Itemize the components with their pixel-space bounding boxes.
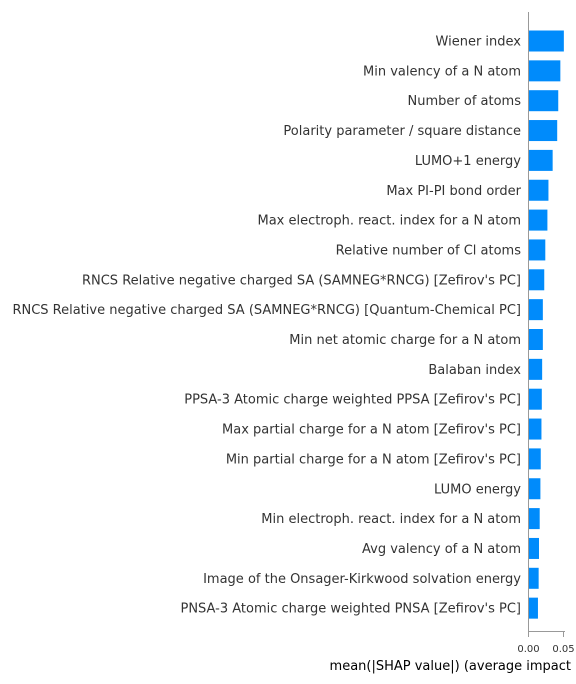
category-label: RNCS Relative negative charged SA (SAMNE… xyxy=(82,273,521,288)
category-label: LUMO+1 energy xyxy=(415,154,521,169)
category-label: Max PI-PI bond order xyxy=(386,184,521,199)
bar-9 xyxy=(528,269,545,291)
bar-1 xyxy=(528,30,564,52)
category-label: LUMO energy xyxy=(434,482,521,497)
bar-6 xyxy=(528,179,549,201)
category-label: Min valency of a N atom xyxy=(363,64,521,79)
category-label: Balaban index xyxy=(428,363,521,378)
bar-7 xyxy=(528,209,548,231)
bar-18 xyxy=(528,537,539,559)
category-labels-group: Wiener index Min valency of a N atom Numbe… xyxy=(12,35,521,617)
category-label: Avg valency of a N atom xyxy=(362,542,521,557)
category-label: PPSA-3 Atomic charge weighted PPSA [Zefi… xyxy=(184,393,521,408)
bar-14 xyxy=(528,418,542,440)
category-label: Wiener index xyxy=(436,35,522,50)
bar-2 xyxy=(528,60,561,82)
bar-12 xyxy=(528,358,543,380)
bar-17 xyxy=(528,508,540,530)
category-label: Max partial charge for a N atom [Zefirov… xyxy=(222,423,521,438)
bar-11 xyxy=(528,329,543,350)
bar-16 xyxy=(528,478,541,500)
x-tick-label: 0.00 xyxy=(517,644,539,655)
category-label: RNCS Relative negative charged SA (SAMNE… xyxy=(12,303,521,318)
x-ticks-group: 0.00 0.05 xyxy=(517,632,575,655)
x-tick-label: 0.05 xyxy=(552,644,574,655)
category-label: Min partial charge for a N atom [Zefirov… xyxy=(226,452,521,467)
category-label: Min electroph. react. index for a N atom xyxy=(261,512,521,527)
bar-20 xyxy=(528,597,538,619)
category-label: Relative number of Cl atoms xyxy=(336,243,522,258)
bar-10 xyxy=(528,299,543,321)
bar-5 xyxy=(528,149,553,171)
bar-3 xyxy=(528,90,559,112)
category-label: Polarity parameter / square distance xyxy=(283,124,521,139)
bar-15 xyxy=(528,448,541,470)
bar-4 xyxy=(528,120,558,142)
category-label: Image of the Onsager-Kirkwood solvation … xyxy=(203,572,521,587)
bars-group xyxy=(528,30,564,619)
bar-8 xyxy=(528,239,546,261)
category-label: Number of atoms xyxy=(408,94,522,109)
category-label: PNSA-3 Atomic charge weighted PNSA [Zefi… xyxy=(180,602,521,617)
category-label: Min net atomic charge for a N atom xyxy=(289,333,521,348)
bar-13 xyxy=(528,388,542,410)
x-axis-title: mean(|SHAP value|) (average impact xyxy=(330,659,571,674)
category-label: Max electroph. react. index for a N atom xyxy=(257,214,521,229)
bar-19 xyxy=(528,567,539,589)
